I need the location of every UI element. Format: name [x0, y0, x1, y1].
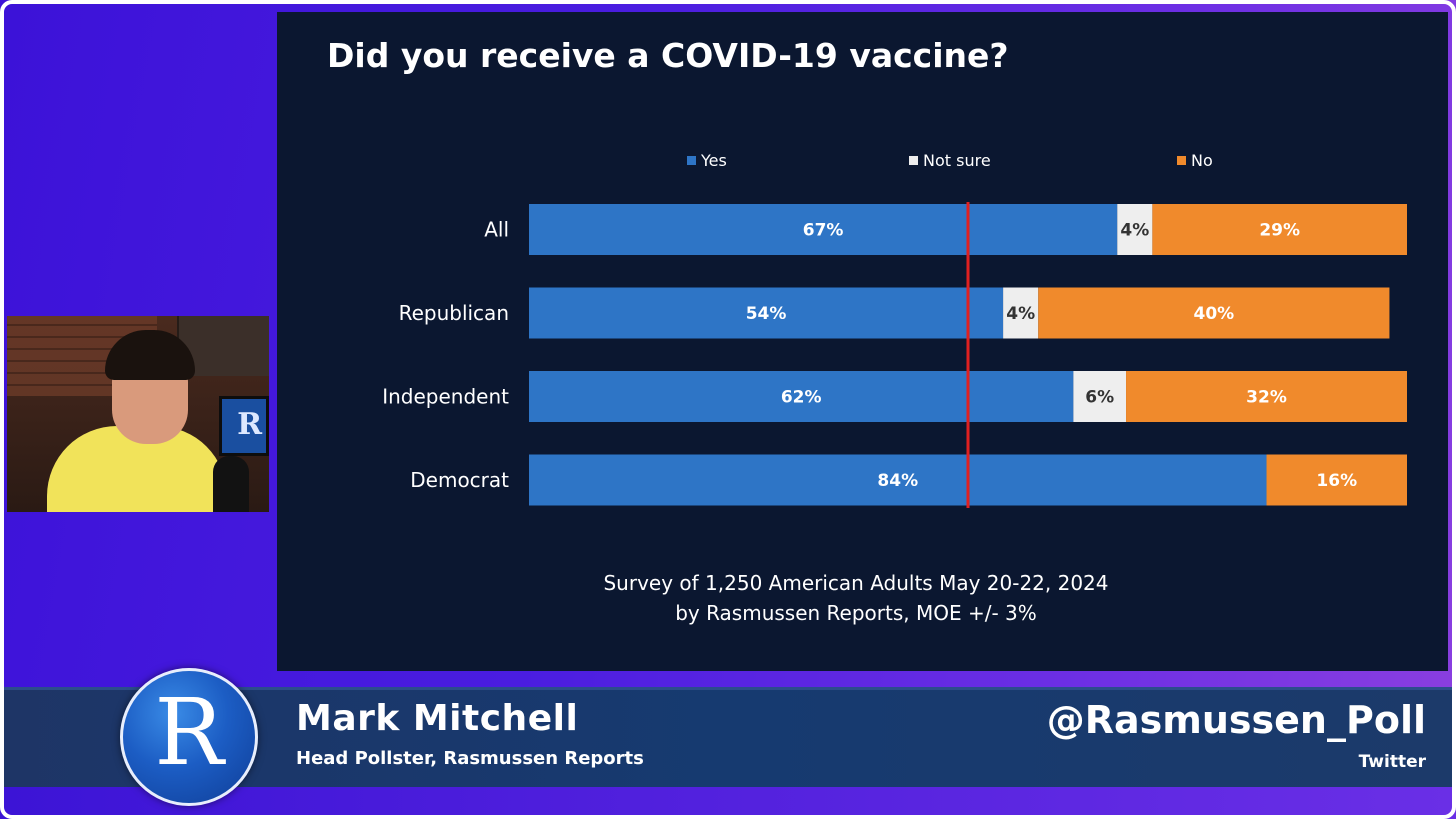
lower-third-strip — [0, 787, 1456, 819]
data-label-independent-yes: 62% — [781, 388, 822, 408]
data-label-republican-yes: 54% — [746, 304, 787, 324]
footnote-line-1: Survey of 1,250 American Adults May 20-2… — [603, 571, 1108, 595]
bar-all-not-sure — [1117, 204, 1153, 255]
bar-all-no — [1152, 204, 1407, 255]
data-label-all-yes: 67% — [803, 221, 844, 241]
data-label-republican-not-sure: 4% — [1006, 304, 1035, 324]
bar-independent-yes — [529, 371, 1074, 422]
data-label-independent-not-sure: 6% — [1085, 388, 1114, 408]
footnote-line-2: by Rasmussen Reports, MOE +/- 3% — [675, 601, 1037, 625]
chart-slide: Did you receive a COVID-19 vaccine? Yes N… — [277, 12, 1448, 671]
microphone — [213, 456, 249, 512]
bar-democrat-yes — [529, 454, 1267, 506]
category-label-all: All — [484, 218, 509, 242]
data-label-all-no: 29% — [1259, 221, 1300, 241]
bar-all-yes — [529, 204, 1118, 255]
legend-swatch-no — [1177, 156, 1186, 165]
chart-legend: Yes Not sure No — [687, 151, 1213, 170]
bar-independent-not-sure — [1073, 371, 1127, 422]
data-label-democrat-yes: 84% — [877, 471, 918, 491]
chart-category-labels: All Republican Independent Democrat — [382, 218, 509, 493]
bar-republican-yes — [529, 287, 1004, 339]
presenter-hair — [105, 330, 195, 380]
webcam-feed: R — [7, 316, 269, 512]
legend-swatch-yes — [687, 156, 696, 165]
presenter-name: Mark Mitchell — [296, 698, 579, 739]
rasmussen-logo: R — [120, 668, 258, 806]
social-platform: Twitter — [1358, 752, 1426, 772]
data-label-all-not-sure: 4% — [1120, 221, 1149, 241]
monitor-logo-letter: R — [237, 407, 262, 442]
presenter-title: Head Pollster, Rasmussen Reports — [296, 748, 644, 769]
twitter-handle: @Rasmussen_Poll — [1046, 698, 1426, 742]
background-monitor: R — [219, 396, 269, 456]
legend-label-no: No — [1191, 151, 1213, 170]
chart-bars: 67% 4% 29% 54% 4% 40% 62% 6% 32% 84% 16% — [529, 204, 1407, 506]
bar-republican-not-sure — [1003, 287, 1039, 339]
chart-title: Did you receive a COVID-19 vaccine? — [327, 36, 1009, 75]
legend-label-yes: Yes — [700, 151, 727, 170]
category-label-republican: Republican — [399, 301, 509, 325]
data-label-democrat-no: 16% — [1316, 471, 1357, 491]
bar-republican-no — [1038, 287, 1390, 339]
data-label-republican-no: 40% — [1193, 304, 1234, 324]
logo-letter: R — [154, 679, 224, 786]
stacked-bar-chart: Did you receive a COVID-19 vaccine? Yes N… — [327, 36, 1407, 625]
data-label-independent-no: 32% — [1246, 388, 1287, 408]
bar-independent-no — [1126, 371, 1407, 422]
legend-swatch-not-sure — [909, 156, 918, 165]
bar-democrat-no — [1266, 454, 1407, 506]
category-label-democrat: Democrat — [410, 468, 509, 492]
legend-label-not-sure: Not sure — [923, 151, 991, 170]
category-label-independent: Independent — [382, 385, 509, 409]
